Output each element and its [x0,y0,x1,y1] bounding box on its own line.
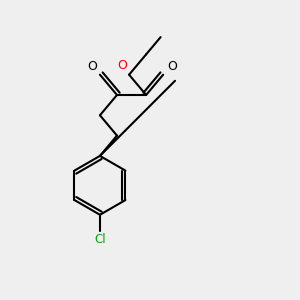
Text: O: O [87,60,97,73]
Text: O: O [118,59,128,72]
Text: Cl: Cl [94,233,106,246]
Text: O: O [168,60,178,73]
